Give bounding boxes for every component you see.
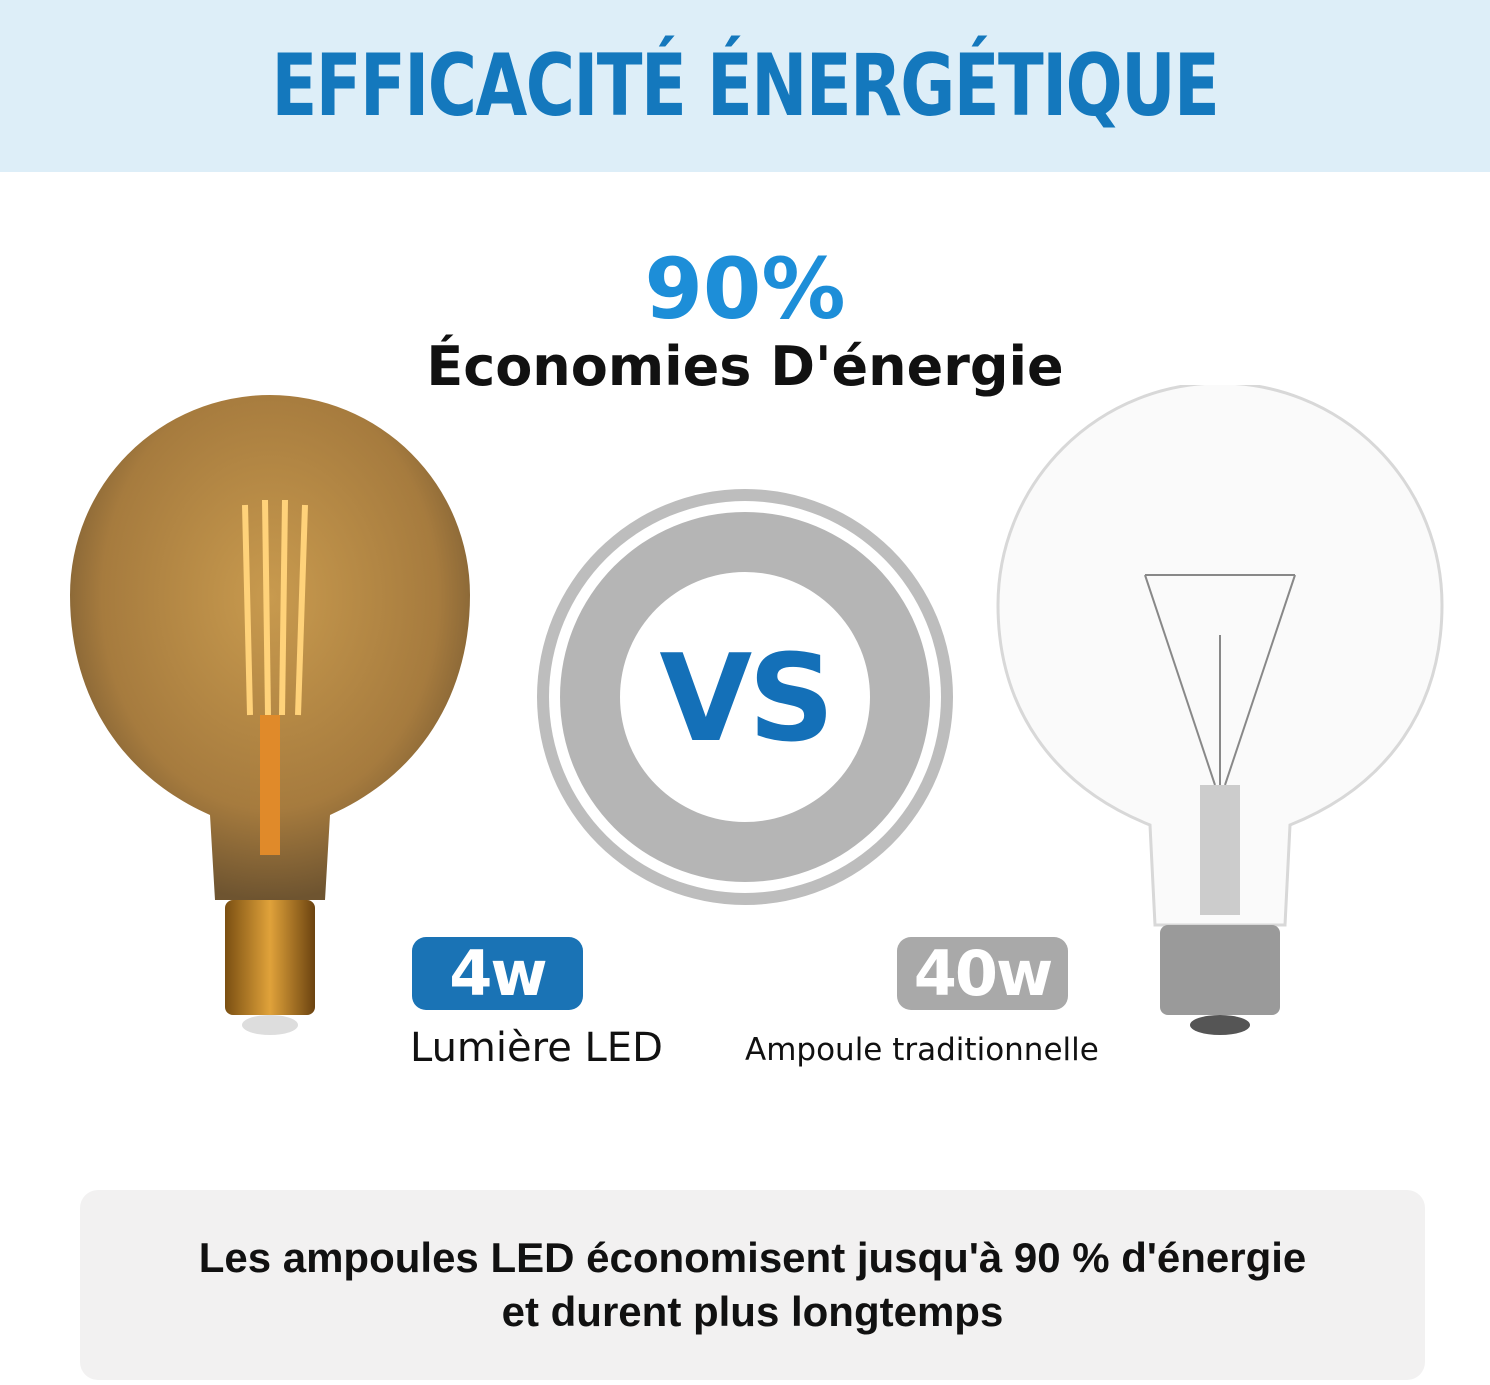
led-wattage-badge: 4w <box>412 937 583 1010</box>
footer-line-2: et durent plus longtemps <box>501 1288 1004 1335</box>
vs-circle <box>537 489 953 905</box>
led-bulb-image <box>70 395 470 1035</box>
footer-box: Les ampoules LED économisent jusqu'à 90 … <box>80 1190 1425 1380</box>
traditional-label: Ampoule traditionnelle <box>745 1032 1099 1068</box>
vs-label: VS <box>659 630 834 769</box>
traditional-bulb-image <box>996 385 1444 1035</box>
traditional-wattage-badge: 40w <box>897 937 1068 1010</box>
header-banner: EFFICACITÉ ÉNERGÉTIQUE <box>0 0 1490 172</box>
page-title: EFFICACITÉ ÉNERGÉTIQUE <box>271 36 1220 136</box>
savings-percent: 90% <box>644 240 846 338</box>
led-label: Lumière LED <box>410 1025 663 1071</box>
footer-line-1: Les ampoules LED économisent jusqu'à 90 … <box>198 1234 1307 1281</box>
savings-subtitle: Économies D'énergie <box>426 335 1064 398</box>
footer-text: Les ampoules LED économisent jusqu'à 90 … <box>199 1231 1307 1339</box>
